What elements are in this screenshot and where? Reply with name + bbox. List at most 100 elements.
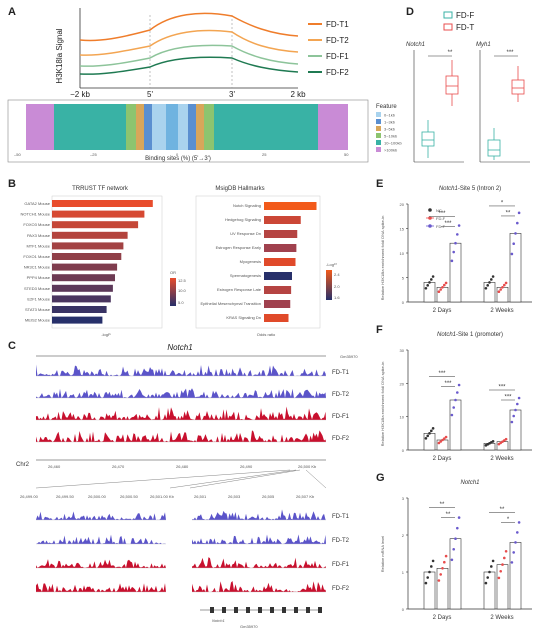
feature-item: 3~5kb [384,127,396,132]
panel-b-left-bars: GATA2 Mouse NOTCH1 Mouse FOXO3 Mouse PAX3 M… [20,200,153,324]
svg-text:2.4: 2.4 [334,272,340,277]
data-point [510,252,514,256]
bar-fd-f [496,287,509,303]
y-tick-label: 20 [400,381,405,386]
left-term-bar [52,200,153,207]
right-term-bar [264,300,291,308]
bar-nc [423,433,436,451]
profile-fd-t2 [79,29,299,56]
data-point [437,290,441,294]
data-point [499,569,502,573]
svg-text:10.0: 10.0 [178,288,187,293]
signal-track [36,364,326,376]
data-point [510,561,514,564]
data-point [497,290,501,294]
bar-fd-t [449,538,462,610]
gene-exon [234,607,238,613]
svg-text:26,490: 26,490 [240,464,253,469]
panel-letter-d: D [406,6,414,18]
data-point [486,576,489,579]
x-group-label: 2 Weeks [490,308,513,314]
data-point [501,286,504,289]
data-point [514,541,517,544]
svg-text:26,505: 26,505 [262,494,275,499]
sig-label: ** [448,50,453,56]
data-point [491,559,495,563]
left-term-bar [52,242,124,250]
track-label: FD-F1 [332,414,350,420]
data-point [484,581,488,585]
bar-nc [423,282,436,303]
data-point [512,242,515,245]
right-term-label: Hedgehog Signaling [225,217,261,222]
legend-fd-f2: FD-F2 [326,68,349,77]
right-term-label: KRAS Signaling Dn [226,315,261,320]
data-point [444,554,448,558]
data-point [512,551,515,554]
data-point [454,241,457,245]
sig-label: *** [444,221,452,227]
gene-exon [258,607,262,613]
track-label: FD-F1 [332,562,350,568]
data-point [490,278,493,281]
svg-text:26,500.00: 26,500.00 [88,494,107,499]
sig-label: ** [506,210,511,216]
y-tick-label: 0 [402,448,405,453]
y-tick-label: 5 [402,276,405,281]
sig-label: * [501,200,504,206]
signal-track [192,509,326,520]
data-point [457,516,461,519]
left-term-bar [52,210,145,218]
data-point [450,259,454,263]
data-point [452,547,455,551]
panel-letter-c: C [8,340,16,352]
data-point [514,408,517,412]
bar-nc [483,282,496,303]
data-point [430,565,433,568]
feature-item: 1~3kb [384,120,396,125]
right-term-bar [264,230,298,238]
right-term-bar [264,216,301,224]
bar-fd-f [436,568,449,610]
panel-d-figure: FD-F FD-T Notch1 ** Myh1 *** [406,11,530,163]
box-fd-f-notch1 [421,120,435,158]
y-tick-label: 3 [402,496,405,501]
y-tick-label: 2 [402,533,405,538]
panel-e-legend: NC FD-F FD-T [426,208,446,229]
data-point [488,570,491,574]
panel-a-figure: H3K18la Signal −2 kb 5' 3' 2 kb FD-T1 FD… [7,8,402,163]
box-fd-t-myh1 [511,66,525,102]
right-term-bar [264,258,296,266]
svg-text:26,460: 26,460 [48,464,61,469]
x-group-label: 2 Weeks [490,615,513,621]
right-term-label: Myogenesis [240,259,261,264]
data-point [517,396,521,400]
panel-b-right-bars: Notch Signaling Hedgehog Signaling UV Resp… [201,202,317,322]
svg-text:26,507 Kb: 26,507 Kb [296,494,315,499]
data-point [439,573,442,576]
track-label: FD-T1 [332,514,350,520]
left-term-label: MEIS2 Mouse [25,318,51,323]
gene-label: Gm35970 [340,354,358,359]
track-label: FD-T1 [332,370,350,376]
data-point [452,406,455,409]
feature-item: 10~100kb [384,141,402,146]
svg-text:26,470: 26,470 [112,464,125,469]
panel-b-right-xlabel: Odds ratio [257,332,276,337]
data-point [443,283,446,287]
data-point [452,250,455,254]
data-point [441,438,444,442]
right-term-label: UV Response Dn [230,231,261,236]
panel-a-xtick: 3' [229,90,235,99]
gene-exon [222,607,226,613]
bar-fd-t [509,233,522,303]
data-point [441,567,444,570]
data-point [491,275,495,278]
data-point [431,427,435,430]
data-point [424,581,428,585]
data-point [490,565,493,568]
gene-exon [294,607,298,613]
legend-fd-f1: FD-F1 [326,52,349,61]
gene-label: Notch1 [212,618,225,623]
signal-track [36,559,166,568]
